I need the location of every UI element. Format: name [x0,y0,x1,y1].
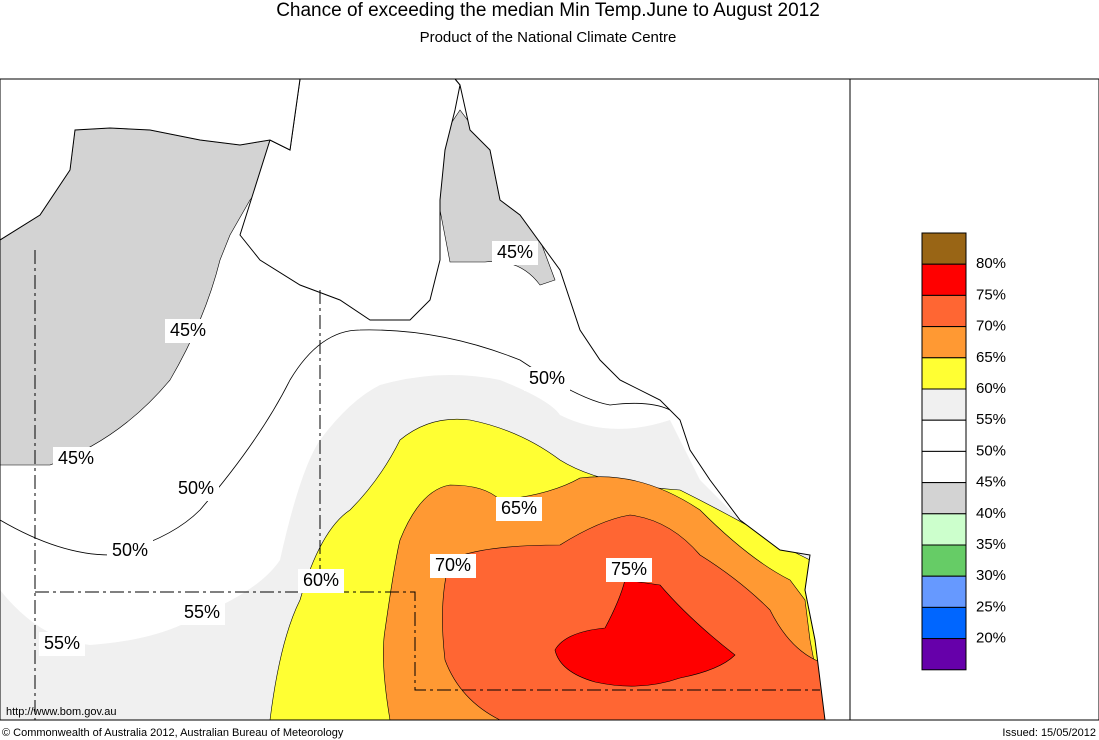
legend-swatch [921,388,967,421]
north-sea [0,78,301,241]
legend-label: 35% [976,536,1006,553]
legend-swatch [921,419,967,452]
contour-label: 45% [170,320,206,340]
contour-label: 55% [44,633,80,653]
legend-label: 65% [976,349,1006,366]
legend-label: 75% [976,286,1006,303]
legend-swatch [921,544,967,577]
legend-label: 60% [976,380,1006,397]
ocean [453,78,851,721]
legend-swatch [921,263,967,296]
contour-labels: 45% 45% 45% 50% 50% 50% 65% 70% 75% 60% … [39,241,652,656]
contour-label: 60% [303,570,339,590]
legend-label: 80% [976,255,1006,272]
legend-swatch [921,482,967,515]
legend-swatch [921,294,967,328]
contour-label: 45% [58,448,94,468]
issued: Issued: 15/05/2012 [1002,727,1096,739]
frame [0,78,1099,721]
legend-swatch [921,575,967,608]
legend-swatch [921,326,967,359]
contour-label: 75% [611,559,647,579]
legend-swatch [921,450,967,484]
legend-label: 25% [976,598,1006,615]
legend-label: 30% [976,567,1006,584]
copyright: © Commonwealth of Australia 2012, Austra… [2,727,344,739]
legend-swatch [921,357,967,390]
legend-label: 20% [976,630,1006,647]
contour-label: 50% [112,540,148,560]
contour-label: 50% [529,368,565,388]
contour-label: 45% [497,242,533,262]
contour-label: 70% [435,555,471,575]
contour-label: 50% [178,478,214,498]
legend: 80% 75% 70% 65% 60% 55% 50% 45% 40% 35% 30% 25% 20% [921,232,1006,671]
legend-label: 70% [976,318,1006,335]
legend-label: 40% [976,505,1006,522]
region-75 [554,579,736,687]
legend-label: 55% [976,411,1006,428]
legend-swatch [921,232,967,265]
contour-label: 65% [501,498,537,518]
legend-swatch [921,638,967,671]
subtitle: Product of the National Climate Centre [420,29,677,46]
legend-swatch [921,513,967,546]
contour-label: 55% [184,602,220,622]
title: Chance of exceeding the median Min Temp.… [276,0,820,21]
legend-swatch [921,606,967,640]
legend-label: 50% [976,442,1006,459]
map: 45% 45% 45% 50% 50% 50% 65% 70% 75% 60% … [0,78,851,721]
state-border [34,250,820,720]
source-url: http://www.bom.gov.au [6,706,116,718]
legend-label: 45% [976,474,1006,491]
